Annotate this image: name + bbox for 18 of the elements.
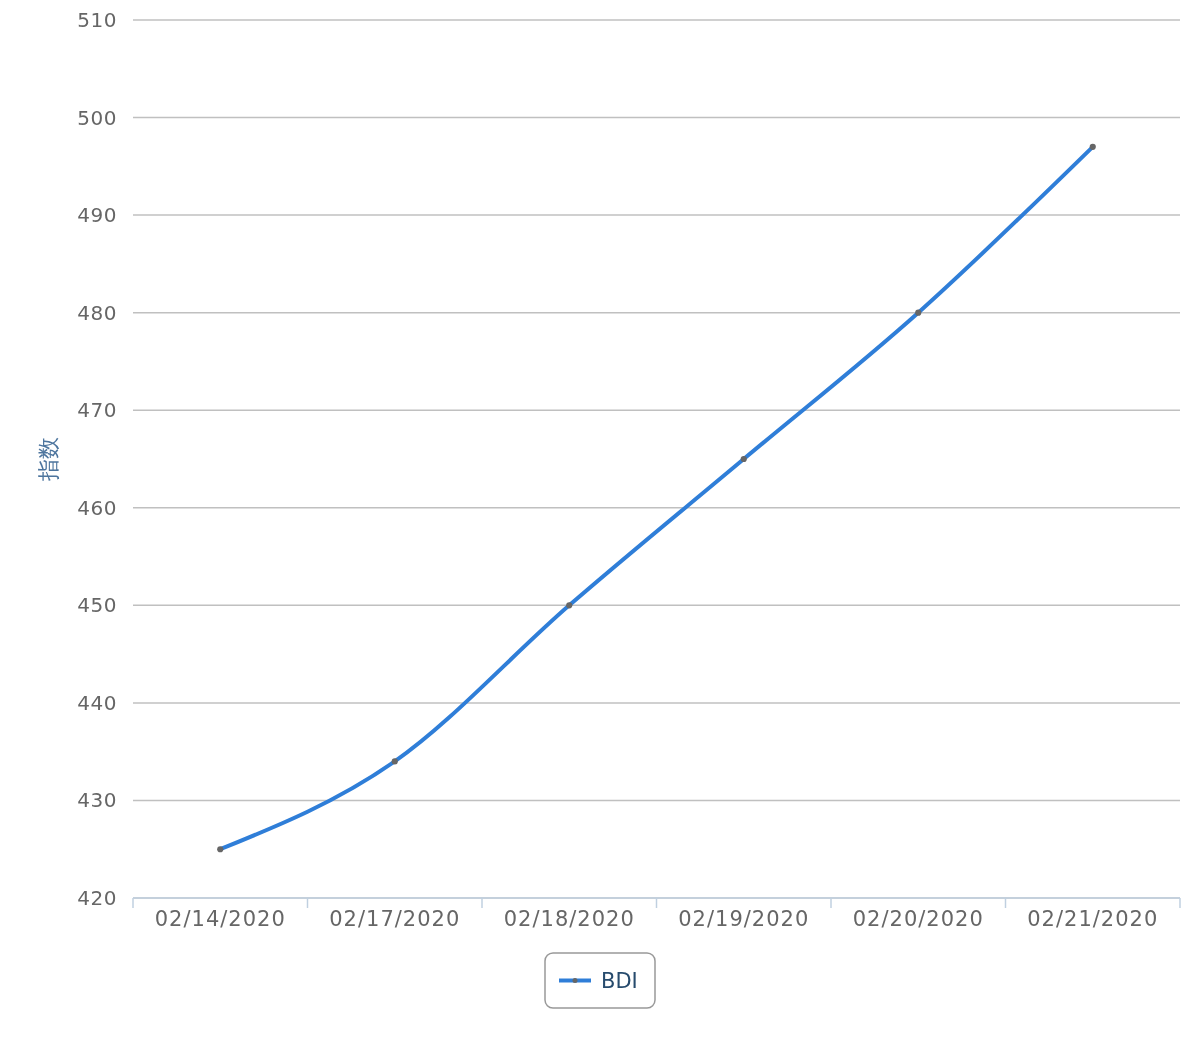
y-tick-label: 430 (77, 788, 117, 813)
x-tick-label: 02/20/2020 (852, 907, 984, 931)
x-tick-label: 02/14/2020 (154, 907, 286, 931)
y-tick-label: 450 (77, 593, 117, 618)
x-tick-label: 02/19/2020 (678, 907, 810, 931)
x-tick-label: 02/18/2020 (503, 907, 635, 931)
y-tick-label: 510 (77, 8, 117, 32)
y-tick-label: 470 (77, 398, 117, 423)
y-tick-label: 490 (77, 203, 117, 228)
y-tick-label: 480 (77, 300, 117, 325)
x-tick-label: 02/21/2020 (1027, 907, 1159, 931)
y-tick-label: 440 (77, 690, 117, 715)
x-tick-label: 02/17/2020 (329, 907, 461, 931)
y-axis-title: 指数 (35, 437, 61, 482)
y-tick-label: 420 (77, 886, 117, 910)
y-tick-label: 500 (77, 105, 117, 130)
y-tick-label: 460 (77, 495, 117, 520)
legend-label: BDI (601, 968, 638, 993)
